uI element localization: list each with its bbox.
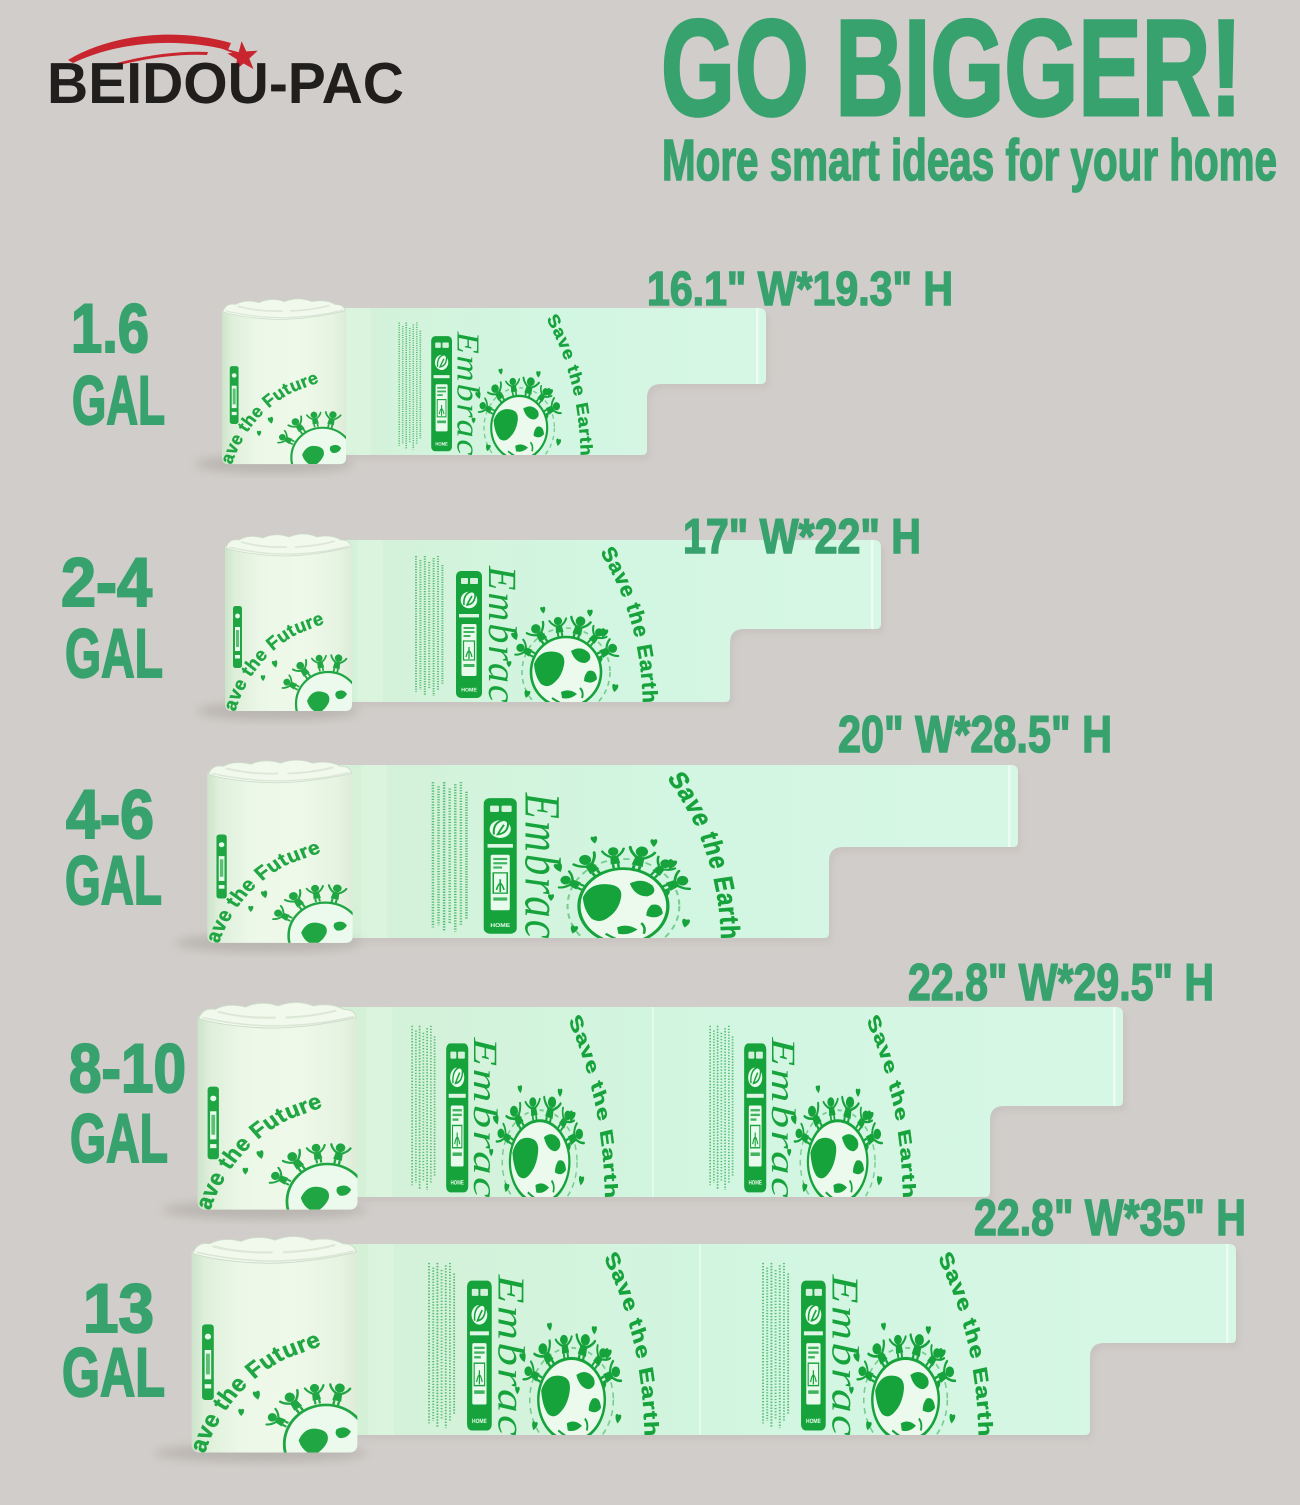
svg-text:2-4: 2-4 bbox=[61, 544, 152, 621]
svg-text:8-10: 8-10 bbox=[69, 1030, 186, 1107]
svg-text:22.8" W*29.5" H: 22.8" W*29.5" H bbox=[908, 954, 1214, 1012]
svg-text:20" W*28.5" H: 20" W*28.5" H bbox=[838, 706, 1112, 764]
svg-text:13: 13 bbox=[83, 1270, 154, 1347]
svg-text:GAL: GAL bbox=[70, 1100, 168, 1177]
svg-text:GAL: GAL bbox=[65, 615, 163, 692]
svg-text:22.8" W*35" H: 22.8" W*35" H bbox=[974, 1189, 1246, 1246]
svg-text:17" W*22" H: 17" W*22" H bbox=[683, 510, 921, 564]
svg-text:1.6: 1.6 bbox=[71, 290, 149, 367]
svg-text:GAL: GAL bbox=[72, 362, 165, 439]
svg-text:GO BIGGER!: GO BIGGER! bbox=[661, 0, 1242, 145]
svg-text:16.1" W*19.3" H: 16.1" W*19.3" H bbox=[647, 263, 953, 316]
svg-text:4-6: 4-6 bbox=[66, 776, 154, 853]
svg-text:GAL: GAL bbox=[65, 842, 162, 919]
svg-text:BEIDOU-PAC: BEIDOU-PAC bbox=[47, 51, 404, 116]
svg-text:More smart ideas for your home: More smart ideas for your home bbox=[662, 128, 1277, 193]
svg-text:GAL: GAL bbox=[62, 1334, 165, 1411]
